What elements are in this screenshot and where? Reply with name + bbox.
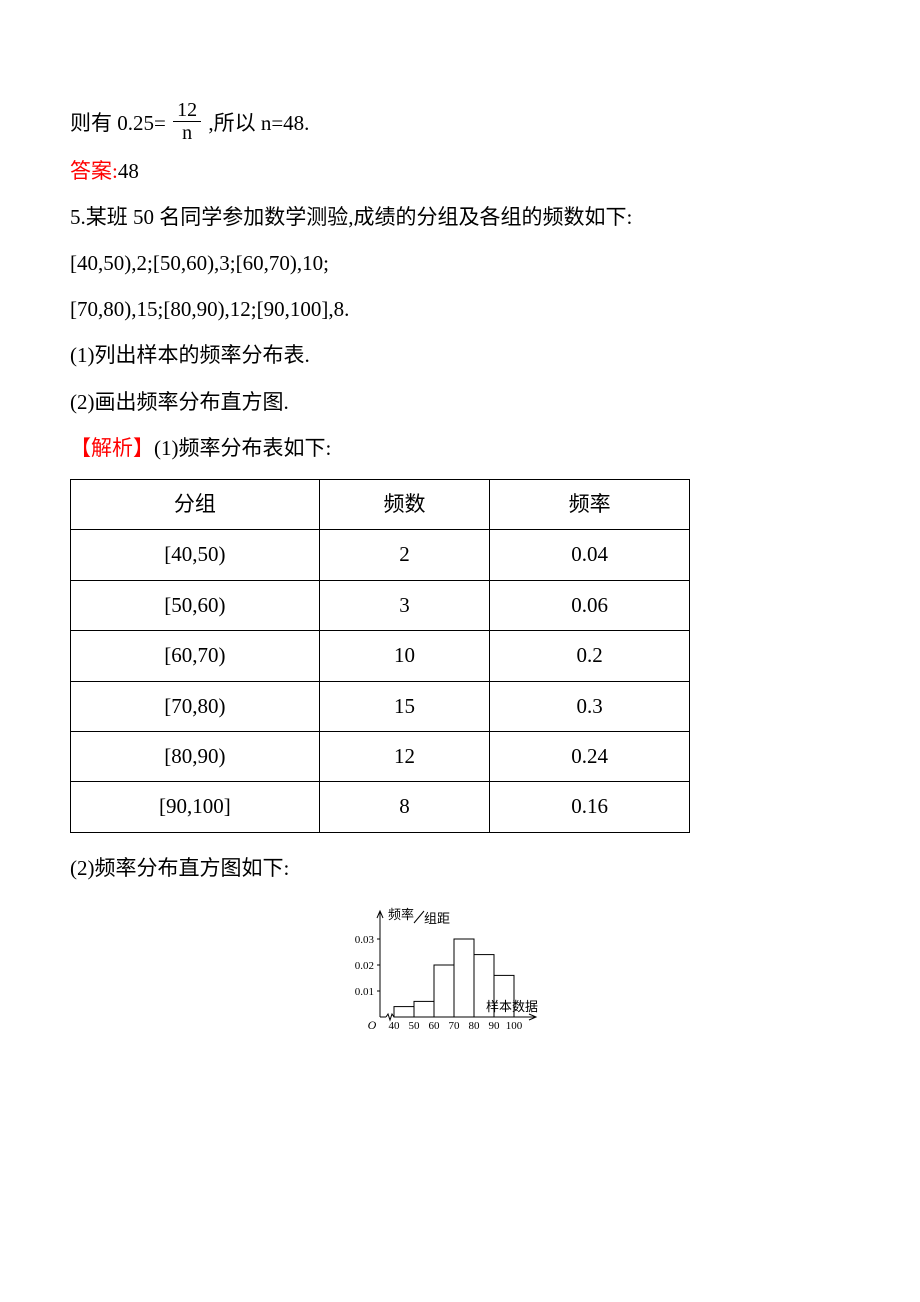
table-row: [90,100]80.16 xyxy=(71,782,690,832)
svg-text:0.02: 0.02 xyxy=(355,960,374,972)
table-row: [60,70)100.2 xyxy=(71,631,690,681)
question-5: 5.某班 50 名同学参加数学测验,成绩的分组及各组的频数如下: xyxy=(70,194,850,240)
table-cell: [70,80) xyxy=(71,681,320,731)
table-cell: 0.06 xyxy=(490,580,690,630)
table-cell: 0.16 xyxy=(490,782,690,832)
analysis-rest: (1)频率分布表如下: xyxy=(154,436,331,460)
table-header-cell: 频率 xyxy=(490,480,690,530)
table-cell: 3 xyxy=(319,580,489,630)
histogram-chart: 0.01 0.02 0.03 40 50 60 70 80 90 100 O 频率组距样本数据 xyxy=(320,897,600,1047)
table-cell: 0.3 xyxy=(490,681,690,731)
frequency-table: 分组 频数 频率 [40,50)20.04[50,60)30.06[60,70)… xyxy=(70,479,690,833)
table-cell: 0.2 xyxy=(490,631,690,681)
svg-text:100: 100 xyxy=(506,1020,523,1032)
answer-label: 答案: xyxy=(70,159,118,183)
fraction-num: 12 xyxy=(173,99,201,121)
answer-value: 48 xyxy=(118,159,139,183)
table-header-cell: 分组 xyxy=(71,480,320,530)
eq-text-b: ,所以 n=48. xyxy=(208,111,309,135)
svg-text:样本数据: 样本数据 xyxy=(486,999,538,1014)
svg-text:60: 60 xyxy=(429,1020,441,1032)
analysis-line: 【解析】(1)频率分布表如下: xyxy=(70,425,850,471)
sub-question-1: (1)列出样本的频率分布表. xyxy=(70,332,850,378)
table-cell: [40,50) xyxy=(71,530,320,580)
table-cell: 12 xyxy=(319,731,489,781)
histogram-container: 0.01 0.02 0.03 40 50 60 70 80 90 100 O 频率组距样本数据 xyxy=(70,897,850,1047)
table-cell: 15 xyxy=(319,681,489,731)
data-groups-line-2: [70,80),15;[80,90),12;[90,100],8. xyxy=(70,286,850,332)
data-groups-line-1: [40,50),2;[50,60),3;[60,70),10; xyxy=(70,240,850,286)
equation-line: 则有 0.25= 12 n ,所以 n=48. xyxy=(70,100,850,148)
svg-text:80: 80 xyxy=(469,1020,481,1032)
table-cell: [50,60) xyxy=(71,580,320,630)
table-cell: [90,100] xyxy=(71,782,320,832)
eq-text-a: 则有 0.25= xyxy=(70,111,166,135)
table-cell: 0.04 xyxy=(490,530,690,580)
svg-text:0.03: 0.03 xyxy=(355,934,375,946)
svg-text:0.01: 0.01 xyxy=(355,986,374,998)
table-cell: 10 xyxy=(319,631,489,681)
svg-text:O: O xyxy=(368,1018,377,1032)
svg-text:70: 70 xyxy=(449,1020,461,1032)
table-row: [70,80)150.3 xyxy=(71,681,690,731)
table-cell: [80,90) xyxy=(71,731,320,781)
svg-text:50: 50 xyxy=(409,1020,421,1032)
table-row: [80,90)120.24 xyxy=(71,731,690,781)
table-row: [40,50)20.04 xyxy=(71,530,690,580)
table-row: [50,60)30.06 xyxy=(71,580,690,630)
svg-text:频率: 频率 xyxy=(388,907,414,922)
table-header-cell: 频数 xyxy=(319,480,489,530)
after-table-text: (2)频率分布直方图如下: xyxy=(70,845,850,891)
svg-text:90: 90 xyxy=(489,1020,501,1032)
table-cell: 2 xyxy=(319,530,489,580)
fraction-den: n xyxy=(173,121,201,144)
fraction: 12 n xyxy=(173,99,201,144)
answer-line: 答案:48 xyxy=(70,148,850,194)
table-cell: 0.24 xyxy=(490,731,690,781)
analysis-label: 【解析】 xyxy=(70,436,154,460)
table-cell: [60,70) xyxy=(71,631,320,681)
sub-question-2: (2)画出频率分布直方图. xyxy=(70,379,850,425)
svg-text:40: 40 xyxy=(389,1020,401,1032)
table-header-row: 分组 频数 频率 xyxy=(71,480,690,530)
table-cell: 8 xyxy=(319,782,489,832)
svg-text:组距: 组距 xyxy=(424,911,450,926)
